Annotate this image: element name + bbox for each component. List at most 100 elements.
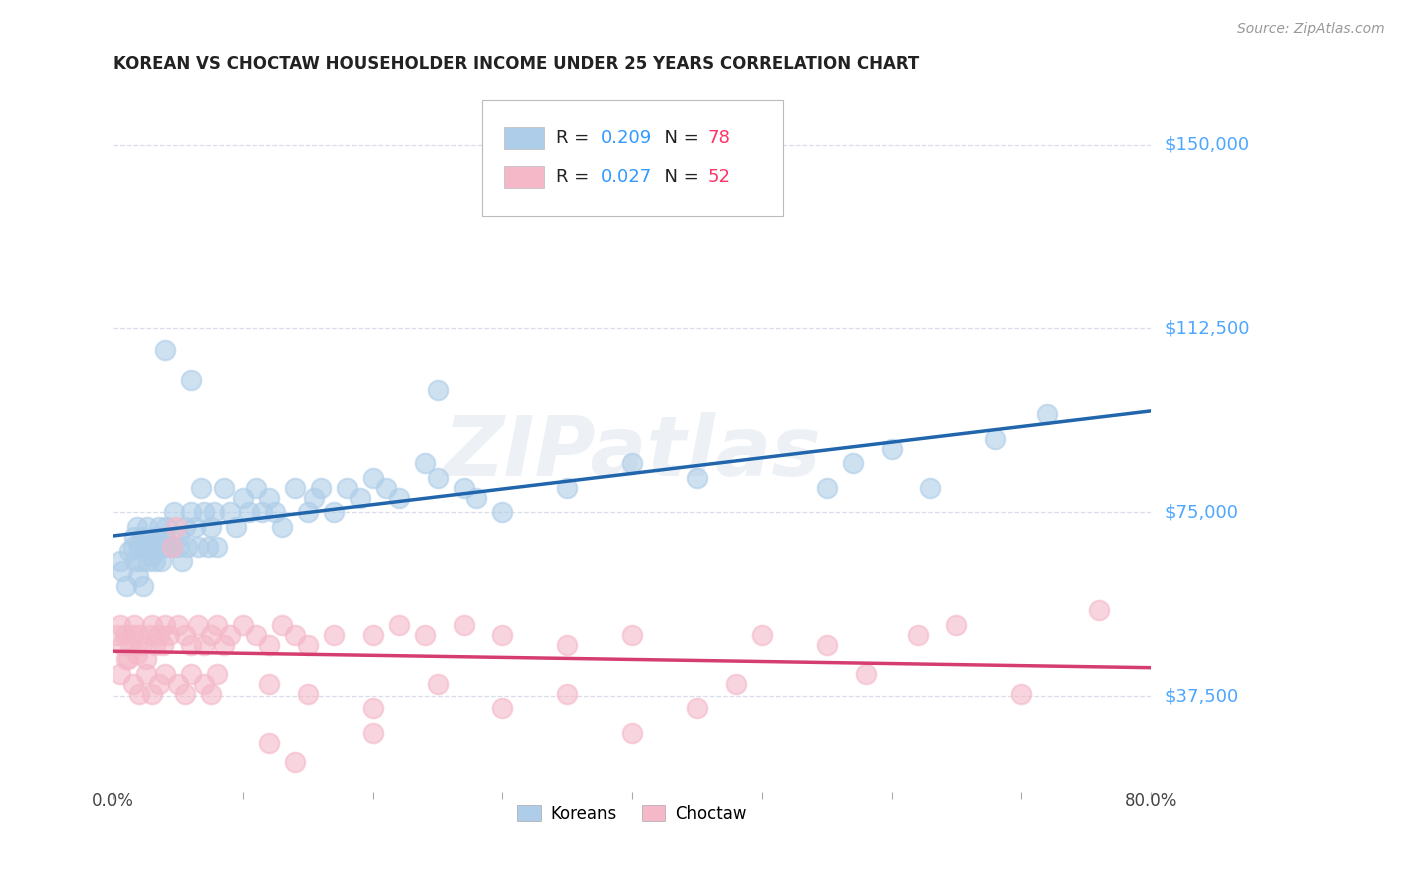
Point [150, 554, 173, 568]
Point [125, 648, 148, 662]
Point [138, 540, 160, 554]
Point [257, 736, 280, 750]
Text: $75,000: $75,000 [1166, 503, 1239, 521]
Point [184, 520, 207, 534]
Point [815, 481, 838, 495]
Point [361, 471, 384, 485]
Text: $112,500: $112,500 [1166, 319, 1250, 337]
Point [125, 520, 148, 534]
Point [180, 373, 202, 387]
Point [167, 618, 190, 632]
Point [204, 505, 226, 519]
Point [815, 638, 838, 652]
Point [153, 667, 176, 681]
Point [135, 667, 157, 681]
Point [322, 505, 344, 519]
Point [121, 540, 143, 554]
Point [413, 456, 436, 470]
FancyBboxPatch shape [505, 127, 544, 149]
Point [138, 628, 160, 642]
Point [297, 687, 319, 701]
Point [270, 520, 292, 534]
Point [152, 540, 174, 554]
Point [349, 491, 371, 505]
Text: KOREAN VS CHOCTAW HOUSEHOLDER INCOME UNDER 25 YEARS CORRELATION CHART: KOREAN VS CHOCTAW HOUSEHOLDER INCOME UND… [114, 55, 920, 73]
Point [257, 677, 280, 691]
Point [205, 667, 228, 681]
Point [465, 491, 488, 505]
Point [193, 638, 215, 652]
Point [686, 701, 709, 715]
Point [252, 505, 274, 519]
Point [136, 554, 159, 568]
Point [284, 756, 307, 770]
Point [388, 618, 411, 632]
Point [555, 687, 578, 701]
Point [621, 456, 644, 470]
Point [148, 520, 170, 534]
Point [167, 540, 190, 554]
Point [945, 618, 967, 632]
Point [121, 628, 143, 642]
Point [907, 628, 929, 642]
Point [984, 432, 1007, 446]
Point [1010, 687, 1032, 701]
Point [555, 638, 578, 652]
Point [453, 481, 475, 495]
Point [160, 540, 183, 554]
Point [136, 520, 159, 534]
Point [205, 540, 228, 554]
Point [426, 677, 449, 691]
Point [841, 456, 863, 470]
Point [232, 618, 254, 632]
Point [1088, 603, 1111, 617]
Point [155, 520, 177, 534]
Point [128, 687, 150, 701]
Point [108, 554, 131, 568]
Point [920, 481, 942, 495]
Point [124, 554, 146, 568]
Point [413, 628, 436, 642]
Point [200, 520, 222, 534]
Point [297, 505, 319, 519]
Point [173, 687, 195, 701]
Point [309, 481, 332, 495]
Point [621, 726, 644, 740]
Point [176, 540, 198, 554]
Point [143, 554, 166, 568]
Point [143, 638, 166, 652]
FancyBboxPatch shape [505, 166, 544, 188]
Text: $37,500: $37,500 [1166, 687, 1239, 705]
Point [153, 530, 176, 544]
Point [304, 491, 326, 505]
Point [686, 471, 709, 485]
Point [115, 652, 138, 666]
Point [141, 549, 163, 564]
Point [132, 579, 155, 593]
Point [152, 638, 174, 652]
Point [173, 520, 195, 534]
Point [257, 491, 280, 505]
Point [322, 628, 344, 642]
Point [453, 618, 475, 632]
Point [117, 652, 139, 666]
Text: 0.0%: 0.0% [93, 791, 134, 810]
Point [114, 628, 136, 642]
Point [284, 481, 307, 495]
Point [121, 677, 143, 691]
Point [751, 628, 773, 642]
Point [173, 628, 195, 642]
Point [146, 540, 169, 554]
Point [156, 540, 179, 554]
Point [142, 540, 165, 554]
Point [128, 540, 150, 554]
Point [238, 505, 260, 519]
Point [165, 520, 187, 534]
Text: R =: R = [557, 129, 595, 147]
Point [225, 520, 247, 534]
Point [284, 628, 307, 642]
Point [122, 618, 145, 632]
Point [105, 628, 128, 642]
Point [180, 667, 202, 681]
Point [187, 618, 209, 632]
